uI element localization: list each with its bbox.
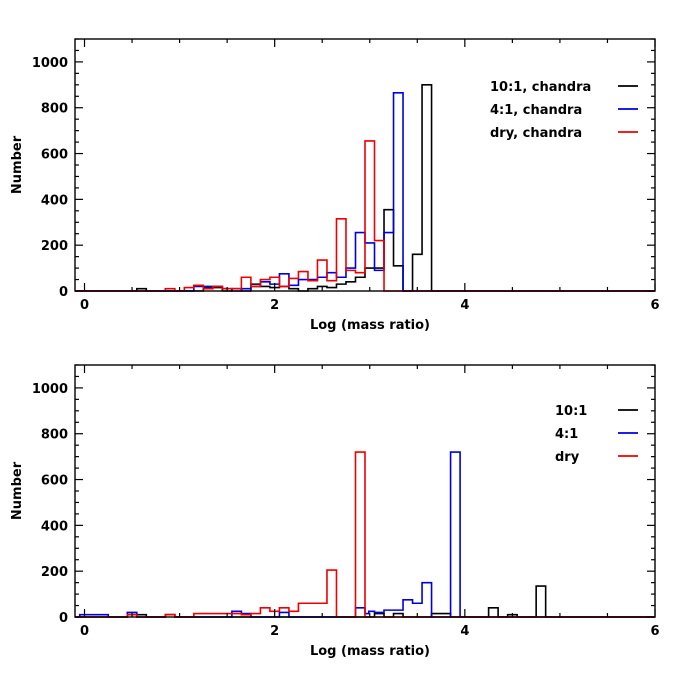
x-tick-label: 4	[460, 624, 469, 639]
x-tick-label: 4	[460, 298, 469, 313]
legend-label: 10:1, chandra	[490, 80, 591, 95]
y-tick-label: 0	[59, 611, 68, 626]
y-tick-label: 400	[41, 193, 68, 208]
x-tick-label: 2	[270, 298, 279, 313]
x-axis-label: Log (mass ratio)	[310, 318, 430, 333]
legend-label: 4:1, chandra	[490, 103, 582, 118]
y-tick-label: 600	[41, 148, 68, 163]
x-tick-label: 0	[80, 624, 89, 639]
y-tick-label: 800	[41, 102, 68, 117]
y-axis-label: Number	[10, 135, 25, 194]
x-tick-label: 6	[650, 298, 659, 313]
legend-label: 10:1	[555, 404, 587, 419]
legend-label: dry, chandra	[490, 126, 582, 141]
y-tick-label: 0	[59, 285, 68, 300]
legend-label: 4:1	[555, 427, 578, 442]
y-tick-label: 400	[41, 519, 68, 534]
y-tick-label: 200	[41, 239, 68, 254]
x-axis-label: Log (mass ratio)	[310, 644, 430, 659]
y-axis-label: Number	[10, 461, 25, 520]
y-tick-label: 200	[41, 565, 68, 580]
y-tick-label: 1000	[32, 56, 68, 71]
y-tick-label: 600	[41, 474, 68, 489]
top-panel: 0 2 4 6 0 200 400 600 800 1000 Log (mass ratio) Num…	[10, 38, 660, 333]
x-tick-label: 6	[650, 624, 659, 639]
x-tick-label: 2	[270, 624, 279, 639]
y-tick-label: 1000	[32, 382, 68, 397]
x-tick-label: 0	[80, 298, 89, 313]
bottom-panel: 0 2 4 6 0 200 400 600 800 1000 Log (mass ratio) Num…	[10, 364, 660, 659]
y-tick-label: 800	[41, 428, 68, 443]
legend-label: dry	[555, 450, 580, 465]
series-line-dry-chandra	[75, 140, 655, 292]
series-line-dry	[75, 451, 655, 618]
